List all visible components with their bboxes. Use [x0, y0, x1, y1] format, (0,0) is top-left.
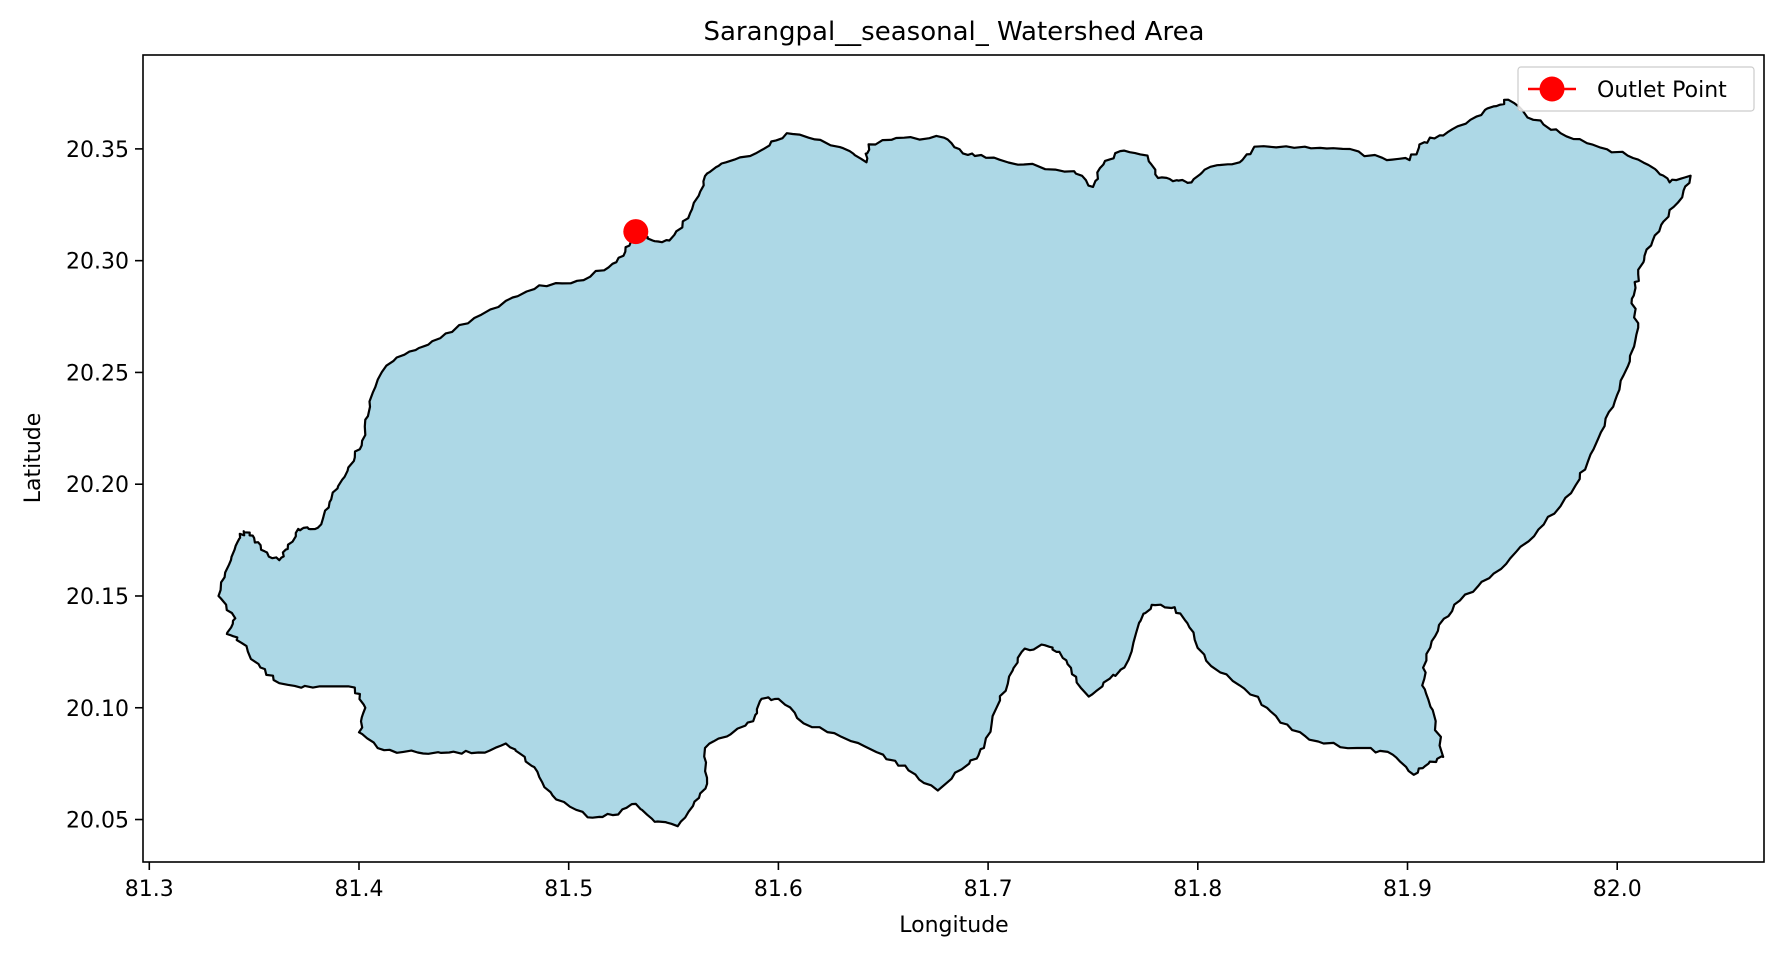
y-tick-label: 20.35 — [66, 138, 129, 163]
x-tick-label: 81.4 — [335, 877, 384, 902]
outlet-point-marker — [623, 219, 649, 245]
axes-frame — [142, 54, 1765, 863]
x-axis-ticks: 81.3 81.4 81.5 81.6 81.7 81.8 81.9 82.0 — [125, 862, 1642, 902]
x-tick-label: 81.8 — [1173, 877, 1222, 902]
y-tick-label: 20.30 — [66, 250, 129, 275]
legend-marker-swatch — [1539, 76, 1565, 102]
y-tick-label: 20.10 — [66, 697, 129, 722]
y-tick-label: 20.05 — [66, 809, 129, 834]
x-tick-label: 81.5 — [544, 877, 593, 902]
legend-box — [1517, 66, 1755, 112]
x-axis-label: Longitude — [899, 913, 1008, 938]
legend-label-outlet-point: Outlet Point — [1597, 78, 1727, 103]
x-tick-label: 82.0 — [1593, 877, 1642, 902]
x-tick-label: 81.9 — [1383, 877, 1432, 902]
plot-area — [143, 55, 1764, 862]
x-tick-label: 81.3 — [125, 877, 174, 902]
legend: Outlet Point — [1517, 66, 1755, 112]
chart-title: Sarangpal__seasonal_ Watershed Area — [703, 17, 1204, 47]
y-axis-ticks: 20.05 20.10 20.15 20.20 20.25 20.30 20.35 — [66, 138, 143, 834]
x-tick-label: 81.7 — [964, 877, 1013, 902]
x-tick-label: 81.6 — [754, 877, 803, 902]
y-tick-label: 20.20 — [66, 473, 129, 498]
y-axis-label: Latitude — [21, 413, 46, 504]
y-tick-label: 20.15 — [66, 585, 129, 610]
y-tick-label: 20.25 — [66, 361, 129, 386]
